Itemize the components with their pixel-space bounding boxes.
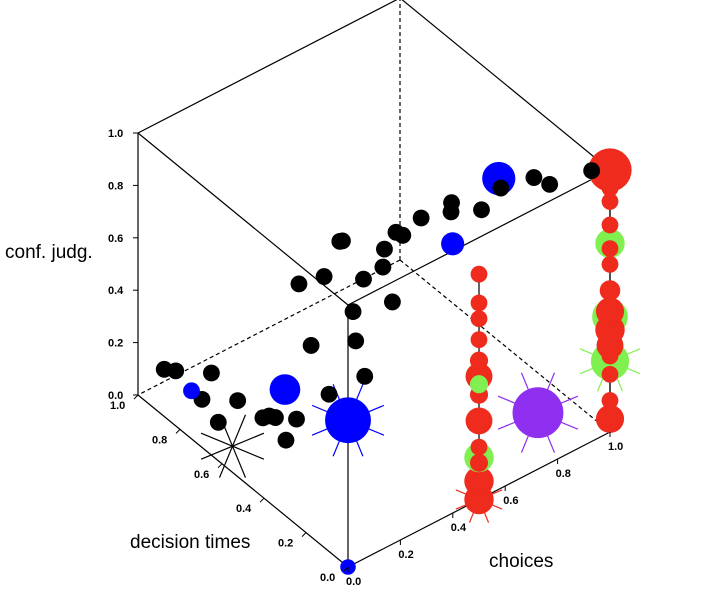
blue-point: [183, 382, 200, 400]
red-point: [469, 351, 489, 370]
tick-labels: 0.0 0.0 0.0 0.2 0.2 0.2 0.4 0.4 0.4 0.6 0.6 0.6 0.8 0…: [108, 128, 623, 588]
black-point: [315, 268, 333, 285]
red-point: [595, 297, 625, 326]
black-point: [302, 337, 320, 354]
black-point: [443, 194, 460, 212]
edge-top-x-back: [137, 0, 398, 134]
x-tick-label: 0.8: [556, 468, 571, 480]
y-tick-mark: [259, 497, 265, 503]
black-point: [412, 209, 430, 227]
y-tick-mark: [301, 532, 307, 537]
black-point: [374, 258, 392, 276]
red-point: [470, 310, 488, 328]
red-point: [470, 265, 488, 283]
edge-top-x-front: [347, 169, 611, 306]
z-tick-label: 0.6: [108, 233, 123, 245]
edge-top-y-back: [401, 0, 611, 171]
y-tick-label: 0.4: [236, 503, 252, 515]
red-point: [470, 438, 488, 456]
red-point: [588, 148, 632, 192]
black-star-ray: [231, 414, 247, 447]
black-point: [387, 223, 405, 241]
black-point: [541, 175, 559, 193]
black-point: [334, 232, 351, 250]
z-tick-label: 1.0: [108, 128, 123, 140]
red-point: [601, 193, 619, 210]
black-point: [288, 410, 305, 428]
black-point: [376, 240, 393, 258]
data-points: [155, 148, 641, 575]
y-axis-label: decision times: [130, 532, 250, 553]
y-tick-label: 1.0: [110, 400, 125, 412]
black-star-ray: [200, 432, 233, 447]
plot-box: [137, 0, 611, 568]
red-point: [469, 453, 489, 472]
red-point: [601, 347, 619, 365]
black-point: [229, 392, 247, 410]
black-point: [290, 275, 308, 293]
black-point: [320, 385, 338, 403]
blue-point: [325, 397, 371, 444]
black-point: [209, 413, 227, 431]
red-point: [595, 404, 625, 433]
edge-top-y-front: [137, 132, 349, 306]
black-star-ray: [232, 445, 265, 460]
black-point: [260, 407, 278, 425]
y-tick-mark: [343, 566, 349, 572]
black-point: [277, 431, 295, 449]
black-point: [355, 270, 372, 288]
red-point: [470, 331, 488, 349]
red-point: [601, 392, 619, 409]
blue-point: [269, 374, 301, 405]
x-tick-label: 0.6: [503, 495, 518, 507]
black-point: [347, 332, 365, 350]
black-star-ray: [232, 432, 265, 447]
black-point: [383, 293, 401, 311]
y-tick-label: 0.2: [278, 538, 293, 550]
black-point: [356, 367, 374, 385]
y-tick-mark: [175, 429, 181, 434]
black-point: [167, 362, 185, 380]
green-point: [469, 375, 489, 394]
red-point: [601, 240, 619, 258]
y-tick-mark: [217, 463, 223, 469]
red-point: [465, 407, 493, 435]
black-star-ray: [218, 445, 234, 478]
black-point: [344, 303, 362, 321]
edge-y-bottom-front: [137, 394, 349, 568]
red-point: [470, 294, 488, 312]
black-star-ray: [231, 445, 247, 478]
z-tick-label: 0.2: [108, 338, 123, 350]
y-tick-label: 0.0: [320, 572, 335, 584]
black-point: [473, 201, 490, 219]
black-star-ray: [200, 445, 233, 460]
black-point: [492, 179, 510, 197]
x-tick-label: 1.0: [608, 441, 623, 453]
x-tick-label: 0.0: [346, 576, 361, 588]
z-tick-label: 0.4: [108, 285, 124, 297]
red-point: [464, 466, 494, 496]
blue-point: [441, 232, 465, 256]
red-point: [601, 365, 619, 383]
z-tick-label: 0.0: [108, 390, 123, 402]
black-point: [203, 364, 220, 382]
purple-point: [512, 387, 564, 439]
red-point: [601, 179, 619, 197]
x-tick-label: 0.2: [398, 549, 413, 561]
z-tick-label: 0.8: [108, 180, 123, 192]
z-axis-label: conf. judg.: [5, 242, 93, 263]
edge-hidden-x: [399, 259, 611, 433]
y-tick-label: 0.6: [194, 469, 209, 481]
y-tick-mark: [133, 394, 139, 400]
black-point: [583, 162, 601, 180]
red-point: [601, 255, 619, 273]
y-tick-label: 0.8: [152, 434, 167, 446]
black-star-ray: [218, 414, 234, 447]
x-axis-label: choices: [489, 551, 553, 572]
red-point: [599, 280, 621, 301]
red-point: [601, 216, 619, 234]
black-point: [525, 169, 543, 186]
x-tick-label: 0.4: [451, 522, 467, 534]
